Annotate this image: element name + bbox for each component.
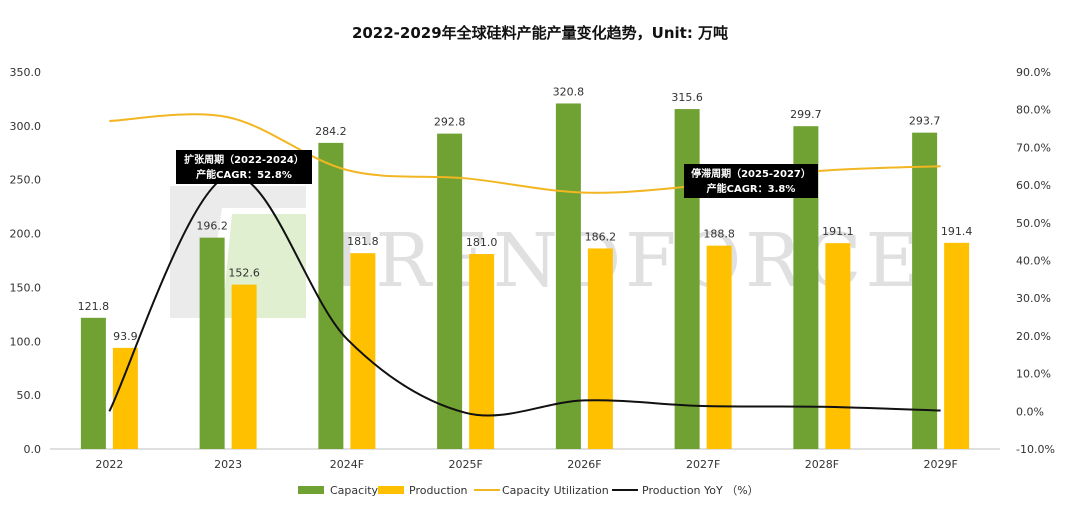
bar-capacity	[555, 103, 581, 449]
y-left-tick-label: 50.0	[17, 389, 42, 402]
chart-value-labels: 121.8 93.9 196.2 152.6 284.2 181.8 292.8 181.0 3…	[78, 85, 973, 342]
bar-production	[231, 284, 257, 449]
y-right-tick-label: 40.0%	[1016, 255, 1051, 268]
legend-swatch-capacity	[298, 486, 324, 494]
data-label-production: 152.6	[228, 267, 260, 280]
legend-label-production: Production	[409, 484, 468, 497]
y-left-tick-label: 350.0	[10, 66, 42, 79]
data-label-production: 188.8	[703, 228, 735, 241]
x-tick-label: 2027F	[686, 458, 720, 471]
y-left-tick-label: 300.0	[10, 120, 42, 133]
bar-production	[825, 243, 851, 449]
y-right-tick-label: -10.0%	[1016, 443, 1055, 456]
chart-title: 2022-2029年全球硅料产能产量变化趋势，Unit: 万吨	[352, 24, 728, 42]
x-tick-label: 2024F	[330, 458, 364, 471]
chart-axes: 0.0 50.0 100.0 150.0 200.0 250.0 300.0 350.0 -10…	[10, 66, 1055, 471]
bar-production	[350, 253, 376, 449]
data-label-production: 93.9	[113, 330, 138, 343]
y-right-tick-label: 20.0%	[1016, 330, 1051, 343]
data-label-production: 186.2	[585, 230, 617, 243]
annotation-stagnation-line1: 停滞周期（2025-2027）	[691, 167, 811, 180]
y-right-tick-label: 10.0%	[1016, 368, 1051, 381]
data-label-production: 181.8	[347, 235, 379, 248]
data-label-capacity: 315.6	[671, 91, 703, 104]
y-right-tick-label: 50.0%	[1016, 217, 1051, 230]
watermark: TRENDFORCE	[170, 186, 924, 318]
watermark-text: TRENDFORCE	[322, 218, 924, 304]
x-tick-label: 2022	[95, 458, 123, 471]
y-right-tick-label: 0.0%	[1016, 405, 1044, 418]
y-right-tick-label: 30.0%	[1016, 292, 1051, 305]
legend-label-capacity: Capacity	[330, 484, 379, 497]
legend-label-yoy: Production YoY （%）	[642, 484, 759, 497]
data-label-production: 191.1	[822, 225, 854, 238]
y-right-tick-label: 60.0%	[1016, 179, 1051, 192]
bar-production	[587, 248, 613, 449]
y-left-tick-label: 200.0	[10, 228, 42, 241]
data-label-production: 181.0	[466, 236, 498, 249]
annotation-stagnation: 停滞周期（2025-2027） 产能CAGR：3.8%	[684, 164, 818, 198]
bar-capacity	[674, 109, 700, 449]
y-right-tick-label: 90.0%	[1016, 66, 1051, 79]
bar-capacity	[912, 132, 938, 450]
data-label-capacity: 196.2	[196, 220, 228, 233]
y-left-tick-label: 0.0	[24, 443, 42, 456]
annotation-expansion: 扩张周期（2022-2024） 产能CAGR：52.8%	[176, 150, 312, 184]
y-left-tick-label: 250.0	[10, 174, 42, 187]
bar-production	[944, 242, 970, 449]
annotation-expansion-line2: 产能CAGR：52.8%	[196, 168, 292, 181]
bar-production	[112, 347, 138, 449]
x-tick-label: 2028F	[805, 458, 839, 471]
y-right-tick-label: 70.0%	[1016, 141, 1051, 154]
x-tick-label: 2023	[214, 458, 242, 471]
data-label-capacity: 292.8	[434, 116, 466, 129]
bar-capacity	[199, 237, 225, 449]
data-label-capacity: 284.2	[315, 125, 347, 138]
annotation-stagnation-box	[684, 164, 818, 198]
y-left-tick-label: 100.0	[10, 335, 42, 348]
bar-production	[706, 245, 732, 449]
annotation-stagnation-line2: 产能CAGR：3.8%	[707, 182, 796, 195]
bar-production	[469, 254, 495, 449]
y-left-tick-label: 150.0	[10, 281, 42, 294]
data-label-capacity: 299.7	[790, 108, 822, 121]
x-tick-label: 2029F	[923, 458, 957, 471]
x-tick-label: 2025F	[448, 458, 482, 471]
data-label-capacity: 121.8	[78, 300, 110, 313]
legend-swatch-production	[378, 486, 404, 494]
y-right-tick-label: 80.0%	[1016, 104, 1051, 117]
legend-label-utilization: Capacity Utilization	[502, 484, 609, 497]
bar-capacity	[437, 133, 463, 450]
data-label-production: 191.4	[941, 225, 973, 238]
annotation-expansion-box	[176, 150, 312, 184]
legend: Capacity Production Capacity Utilization…	[298, 484, 759, 497]
data-label-capacity: 293.7	[909, 115, 941, 128]
bar-capacity	[318, 142, 344, 449]
annotation-expansion-line1: 扩张周期（2022-2024）	[184, 153, 304, 166]
data-label-capacity: 320.8	[553, 85, 585, 98]
bar-capacity	[80, 317, 106, 449]
x-tick-label: 2026F	[567, 458, 601, 471]
